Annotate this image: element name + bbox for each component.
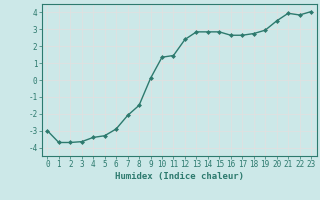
- X-axis label: Humidex (Indice chaleur): Humidex (Indice chaleur): [115, 172, 244, 181]
